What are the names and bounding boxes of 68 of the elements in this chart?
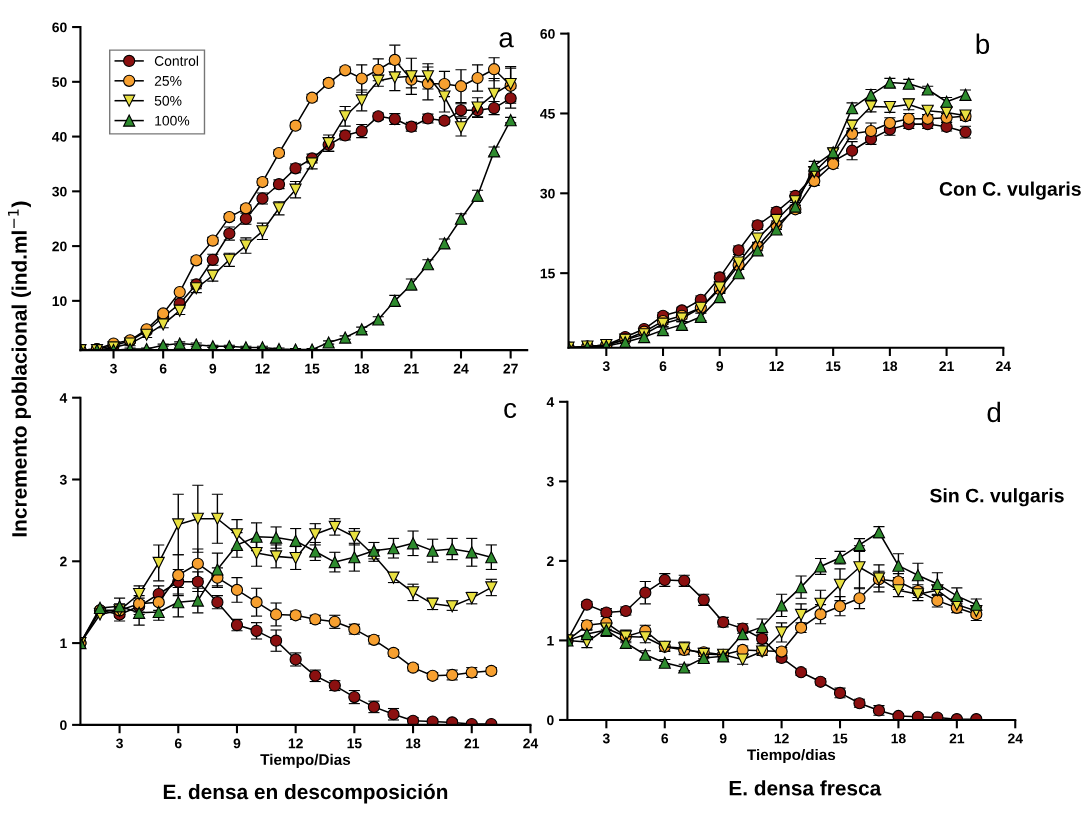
x-tick-label: 21	[464, 738, 480, 749]
y-tick-label: 30	[52, 186, 67, 197]
x-tick-label: 6	[174, 738, 182, 749]
x-tick-label: 9	[209, 363, 217, 374]
chart-title: c	[504, 402, 517, 419]
x-tick-label: 21	[939, 361, 954, 371]
y-axis-title: Incremento poblacional (ind.ml$^{−1}$)	[8, 201, 31, 537]
y-tick-label: 30	[540, 188, 555, 199]
chart-title: d	[987, 401, 1001, 423]
x-tick-label: 12	[288, 738, 303, 749]
y-tick-label: 60	[540, 28, 555, 39]
x-axis-title: Tiempo/Dias	[260, 753, 351, 769]
y-tick-label: 15	[540, 268, 555, 279]
y-tick-label: 10	[52, 296, 67, 307]
y-tick-label: 3	[59, 474, 67, 485]
x-tick-label: 9	[716, 361, 724, 372]
x-tick-label: 12	[255, 363, 270, 374]
chart-title: a	[499, 32, 514, 48]
y-tick-label: 0	[60, 720, 67, 731]
y-tick-label: 40	[52, 131, 67, 142]
x-tick-label: 18	[406, 738, 421, 749]
x-tick-label: 9	[719, 733, 727, 744]
x-tick-label: 6	[159, 363, 167, 374]
x-tick-label: 15	[347, 738, 362, 749]
x-tick-label: 24	[523, 738, 539, 749]
x-tick-label: 24	[996, 361, 1011, 371]
y-tick-label: 2	[60, 556, 67, 567]
x-tick-label: 24	[1008, 733, 1023, 744]
x-tick-label: 24	[453, 363, 469, 374]
x-tick-label: 3	[109, 363, 117, 374]
x-tick-label: 6	[659, 361, 667, 372]
chart-title: b	[976, 33, 990, 55]
y-tick-label: 20	[52, 241, 67, 252]
y-tick-label: 1	[60, 638, 67, 649]
legend-label: 50%	[154, 95, 182, 106]
legend-label: Control	[154, 55, 199, 66]
y-tick-label: 0	[547, 715, 554, 726]
x-tick-label: 3	[602, 733, 610, 744]
x-tick-label: 3	[116, 738, 123, 749]
x-tick-label: 21	[404, 363, 419, 374]
x-tick-label: 18	[354, 363, 370, 374]
annotation: Con C. vulgaris	[939, 181, 1081, 200]
legend-label: 25%	[154, 75, 182, 86]
annotation: Sin C. vulgaris	[930, 488, 1064, 507]
y-tick-label: 1	[547, 635, 554, 646]
x-tick-label: 9	[233, 738, 241, 749]
x-tick-label: 3	[602, 361, 610, 372]
y-tick-label: 2	[546, 556, 554, 566]
y-tick-label: 4	[546, 397, 555, 407]
y-tick-label: 60	[52, 22, 67, 33]
x-tick-label: 15	[833, 733, 848, 744]
y-tick-label: 3	[546, 476, 554, 487]
text: E. densa fresca	[729, 780, 882, 796]
x-tick-label: 15	[305, 363, 320, 374]
x-tick-label: 12	[774, 733, 789, 744]
x-tick-label: 12	[769, 361, 784, 371]
x-tick-label: 15	[826, 361, 841, 372]
y-tick-label: 50	[52, 77, 67, 87]
x-axis-title: Tiempo/dias	[747, 748, 836, 764]
y-tick-label: 4	[59, 393, 68, 403]
x-tick-label: 6	[661, 733, 669, 744]
x-tick-label: 18	[883, 361, 898, 372]
legend-label: 100%	[155, 115, 190, 126]
y-tick-label: 45	[540, 108, 555, 119]
text: E. densa en descomposición	[163, 783, 448, 804]
x-tick-label: 18	[891, 733, 906, 744]
x-tick-label: 21	[949, 733, 965, 744]
x-tick-label: 27	[503, 363, 518, 374]
